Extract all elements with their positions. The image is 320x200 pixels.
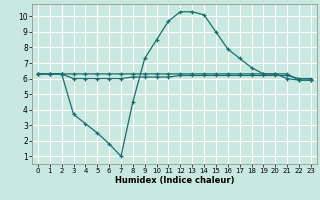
X-axis label: Humidex (Indice chaleur): Humidex (Indice chaleur) — [115, 176, 234, 185]
